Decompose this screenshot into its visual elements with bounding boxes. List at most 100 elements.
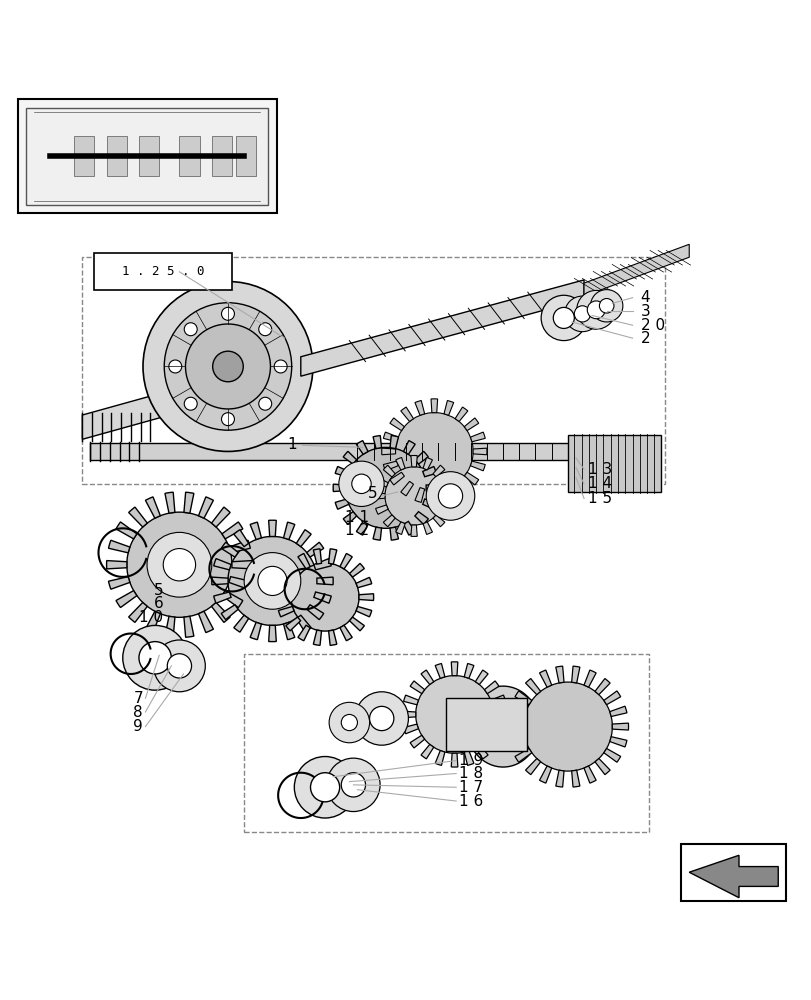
Text: 8: 8: [133, 705, 143, 720]
Polygon shape: [278, 606, 294, 617]
Text: 1 . 2 5 . 0: 1 . 2 5 . 0: [122, 265, 204, 278]
Polygon shape: [451, 662, 457, 676]
Circle shape: [438, 484, 462, 508]
Polygon shape: [401, 407, 413, 422]
Polygon shape: [474, 670, 487, 685]
Text: 1 5: 1 5: [587, 491, 611, 506]
Bar: [139, 136, 159, 176]
Polygon shape: [514, 748, 531, 762]
Polygon shape: [389, 472, 404, 485]
Circle shape: [523, 682, 611, 771]
Polygon shape: [490, 724, 505, 734]
Polygon shape: [514, 691, 531, 705]
Text: 1 0: 1 0: [139, 610, 163, 625]
Polygon shape: [283, 522, 294, 540]
Text: 1 8: 1 8: [458, 766, 482, 781]
Polygon shape: [484, 681, 498, 694]
Polygon shape: [349, 563, 364, 577]
Polygon shape: [414, 512, 427, 524]
Bar: [18, 99, 277, 213]
Polygon shape: [464, 751, 474, 765]
Polygon shape: [389, 418, 404, 431]
Polygon shape: [539, 766, 551, 783]
Text: 1 2: 1 2: [345, 523, 369, 538]
Circle shape: [259, 397, 272, 410]
Polygon shape: [128, 507, 147, 527]
Polygon shape: [372, 527, 381, 540]
Polygon shape: [229, 577, 250, 589]
Polygon shape: [221, 542, 238, 557]
Polygon shape: [234, 615, 248, 632]
Polygon shape: [594, 758, 609, 775]
Polygon shape: [689, 855, 777, 898]
Bar: [236, 136, 256, 176]
Polygon shape: [300, 280, 583, 376]
Circle shape: [573, 306, 590, 322]
Circle shape: [164, 303, 291, 430]
Bar: [179, 136, 200, 176]
Polygon shape: [285, 617, 300, 631]
Polygon shape: [451, 753, 457, 767]
Polygon shape: [464, 663, 474, 678]
Polygon shape: [383, 515, 395, 527]
Text: 2 0: 2 0: [640, 318, 664, 333]
Bar: [90, 443, 583, 460]
Polygon shape: [383, 465, 395, 477]
Circle shape: [384, 467, 443, 525]
Polygon shape: [508, 706, 526, 717]
Polygon shape: [507, 723, 523, 730]
Polygon shape: [335, 499, 349, 509]
Polygon shape: [432, 465, 444, 477]
Polygon shape: [250, 622, 261, 640]
Polygon shape: [474, 744, 487, 759]
Polygon shape: [356, 521, 367, 535]
Polygon shape: [268, 625, 276, 642]
Polygon shape: [555, 666, 564, 683]
Circle shape: [338, 461, 384, 506]
Polygon shape: [423, 499, 436, 509]
Polygon shape: [431, 399, 437, 413]
Polygon shape: [165, 492, 174, 513]
Polygon shape: [213, 592, 231, 603]
Circle shape: [294, 757, 355, 818]
Polygon shape: [611, 723, 628, 730]
Text: 9: 9: [133, 719, 143, 734]
Circle shape: [127, 512, 232, 617]
Circle shape: [599, 299, 613, 313]
Text: 1 6: 1 6: [458, 794, 483, 809]
Text: 4: 4: [640, 290, 650, 305]
Polygon shape: [571, 666, 579, 683]
Circle shape: [167, 654, 191, 678]
Polygon shape: [609, 737, 626, 747]
Polygon shape: [470, 432, 485, 442]
Polygon shape: [423, 457, 432, 470]
Circle shape: [290, 563, 358, 631]
Circle shape: [244, 553, 300, 609]
Polygon shape: [307, 542, 324, 557]
Polygon shape: [277, 594, 291, 600]
Circle shape: [326, 758, 380, 812]
Polygon shape: [525, 679, 540, 695]
Polygon shape: [184, 616, 194, 637]
Polygon shape: [389, 527, 398, 540]
Polygon shape: [389, 436, 398, 449]
Circle shape: [369, 706, 393, 731]
Polygon shape: [403, 521, 414, 535]
Polygon shape: [109, 577, 130, 589]
Text: 1 3: 1 3: [587, 462, 611, 477]
Polygon shape: [165, 616, 174, 637]
Circle shape: [351, 474, 371, 494]
Polygon shape: [455, 407, 467, 422]
Polygon shape: [444, 400, 453, 415]
Polygon shape: [184, 492, 194, 513]
Circle shape: [564, 296, 599, 332]
Polygon shape: [198, 497, 213, 518]
Polygon shape: [212, 602, 230, 622]
Polygon shape: [464, 418, 478, 431]
Circle shape: [259, 323, 272, 336]
Polygon shape: [375, 478, 388, 487]
Polygon shape: [232, 561, 252, 569]
Circle shape: [590, 290, 622, 322]
Text: 3: 3: [640, 304, 650, 319]
Polygon shape: [343, 451, 356, 464]
